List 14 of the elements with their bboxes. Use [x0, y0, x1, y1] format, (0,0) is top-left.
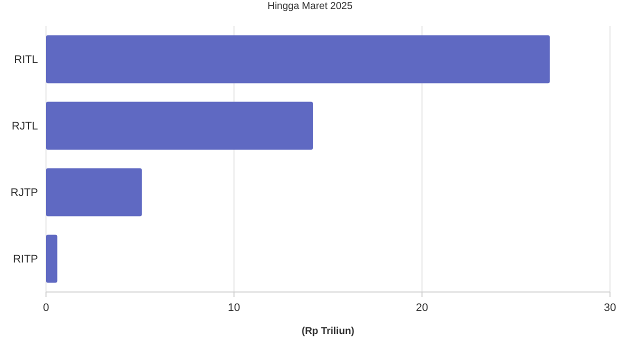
bar [46, 234, 58, 283]
x-tick-label: 30 [604, 302, 616, 314]
bar [46, 35, 550, 84]
x-tick-label: 10 [228, 302, 240, 314]
y-tick-label: RITP [12, 254, 38, 266]
x-axis-title: (Rp Triliun) [302, 326, 354, 337]
x-tick-label: 20 [416, 302, 428, 314]
x-tick-label: 0 [42, 302, 50, 314]
bar [46, 168, 142, 216]
y-tick-label: RJTP [10, 187, 38, 200]
y-tick-label: RITL [14, 54, 38, 66]
bar [46, 102, 313, 150]
y-tick-label: RJTL [12, 120, 38, 133]
chart-title: Hingga Maret 2025 [267, 1, 353, 12]
